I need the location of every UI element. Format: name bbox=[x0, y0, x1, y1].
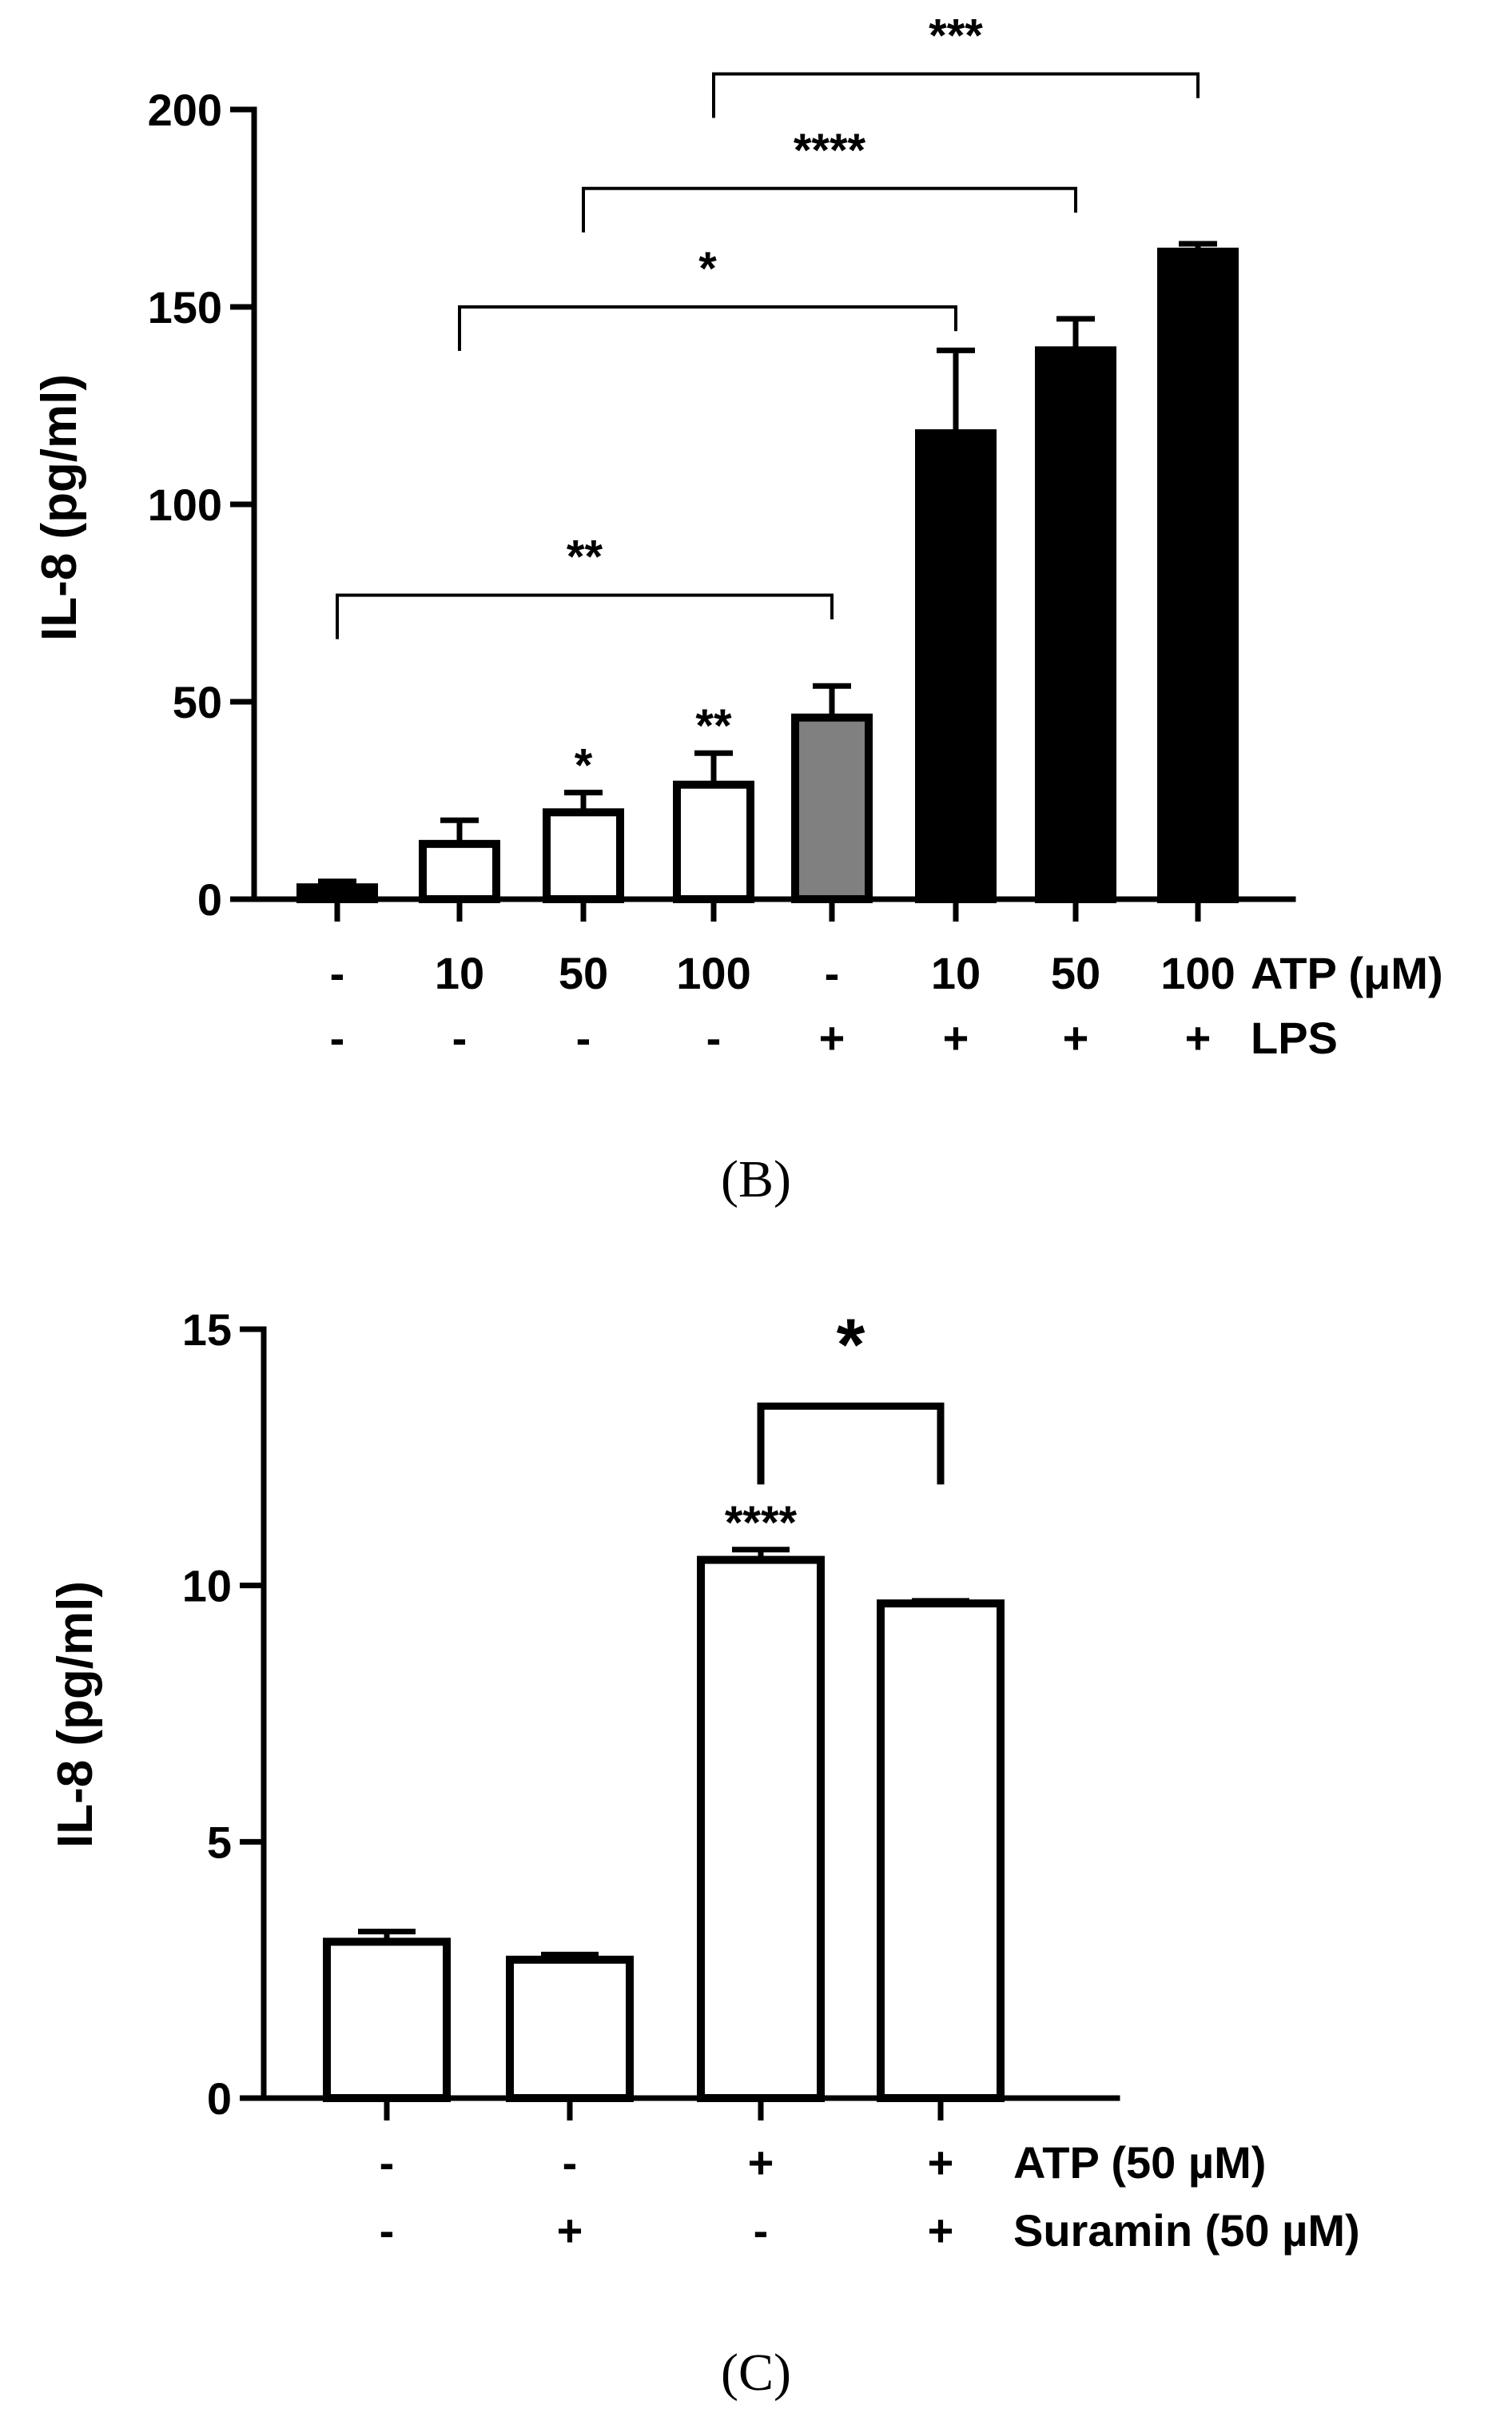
panel-c-bar-significance: **** bbox=[725, 1497, 798, 1549]
panel-b-condition-lps: + bbox=[1185, 1013, 1212, 1063]
panel-c-bar bbox=[877, 1599, 1005, 2102]
panel-c-y-tick-label: 15 bbox=[182, 1304, 232, 1355]
panel-b-comparison-bracket bbox=[336, 593, 834, 639]
panel-c-comparison-stars: * bbox=[837, 1304, 865, 1386]
panel-b-comparison-bracket bbox=[582, 186, 1077, 233]
panel-b-bar bbox=[915, 429, 997, 903]
panel-b-comparison-stars: ** bbox=[567, 532, 603, 583]
panel-b-condition-lps: - bbox=[330, 1013, 345, 1063]
panel-b-comparison-bracket bbox=[458, 305, 957, 351]
panel-c-condition-atp: - bbox=[380, 2137, 395, 2188]
panel-b-comparison-stars: **** bbox=[794, 125, 866, 177]
panel-c-bar bbox=[697, 1555, 825, 2102]
panel-b-bar bbox=[419, 839, 500, 903]
panel-b-condition-atp: 100 bbox=[676, 948, 750, 998]
panel-b-row-label: LPS bbox=[1251, 1013, 1338, 1063]
panel-b-bar bbox=[791, 713, 873, 904]
panel-b-condition-lps: + bbox=[1063, 1013, 1089, 1063]
panel-c-condition-suramin: + bbox=[557, 2205, 583, 2256]
panel-c-row-label: Suramin (50 µM) bbox=[1013, 2205, 1360, 2256]
panel-b-condition-atp: 50 bbox=[1051, 948, 1100, 998]
panel-b-chart: 0 50 100 150 200 IL-8 (pg/ml) - - 10 - * 50 - ** 100 - -… bbox=[32, 10, 1443, 1209]
panel-b-comparison-stars: *** bbox=[929, 10, 983, 62]
panel-b-y-tick-label: 50 bbox=[173, 677, 222, 727]
panel-c-comparison-bracket bbox=[757, 1402, 945, 1485]
panel-c-condition-atp: + bbox=[928, 2137, 954, 2188]
panel-b-comparison-stars: * bbox=[698, 243, 717, 295]
panel-c-y-axis-label: IL-8 (pg/ml) bbox=[48, 1581, 103, 1848]
panel-b-condition-lps: + bbox=[819, 1013, 846, 1063]
panel-c-condition-atp: + bbox=[748, 2137, 774, 2188]
panel-b-comparison-bracket bbox=[712, 72, 1200, 118]
panel-c-y-tick-label: 10 bbox=[182, 1561, 232, 1611]
panel-b-bar bbox=[1157, 247, 1239, 903]
panel-c-condition-suramin: - bbox=[754, 2205, 769, 2256]
panel-b-condition-atp: - bbox=[825, 948, 840, 998]
panel-c-chart: 0 5 10 15 IL-8 (pg/ml) - - - + **** + - + + ATP (50 µM… bbox=[48, 1304, 1360, 2402]
panel-b-bar bbox=[673, 780, 754, 903]
panel-b-condition-lps: + bbox=[943, 1013, 969, 1063]
panel-c-label: (C) bbox=[721, 2343, 791, 2402]
panel-b-condition-atp: - bbox=[330, 948, 345, 998]
panel-c-bar bbox=[506, 1955, 634, 2103]
panel-c-condition-atp: - bbox=[563, 2137, 578, 2188]
panel-c-condition-suramin: - bbox=[380, 2205, 395, 2256]
panel-c-y-tick-label: 5 bbox=[207, 1817, 232, 1867]
panel-b-y-tick-label: 150 bbox=[148, 282, 222, 332]
panel-b-condition-atp: 50 bbox=[559, 948, 608, 998]
panel-b-condition-lps: - bbox=[452, 1013, 468, 1063]
panel-b-bar bbox=[543, 808, 624, 904]
panel-b-condition-lps: - bbox=[576, 1013, 591, 1063]
panel-c-condition-suramin: + bbox=[928, 2205, 954, 2256]
panel-b-y-tick-label: 200 bbox=[148, 85, 222, 135]
panel-b-y-axis-label: IL-8 (pg/ml) bbox=[32, 374, 87, 641]
panel-b-bar bbox=[1035, 346, 1116, 903]
panel-b-bar-significance: ** bbox=[695, 700, 732, 752]
panel-b-bar-significance: * bbox=[575, 740, 593, 792]
panel-b-condition-atp: 100 bbox=[1160, 948, 1235, 998]
panel-b-condition-lps: - bbox=[706, 1013, 722, 1063]
panel-b-condition-atp: 10 bbox=[435, 948, 484, 998]
panel-c-bar bbox=[323, 1937, 451, 2102]
panel-b-row-label: ATP (μM) bbox=[1251, 948, 1443, 998]
panel-c-y-tick-label: 0 bbox=[207, 2073, 232, 2124]
panel-c-row-label: ATP (50 µM) bbox=[1013, 2137, 1266, 2188]
panel-b-y-tick-label: 100 bbox=[148, 480, 222, 530]
panel-b-y-tick-label: 0 bbox=[197, 874, 222, 925]
panel-b-label: (B) bbox=[721, 1150, 791, 1209]
panel-b-bar bbox=[296, 883, 378, 904]
panel-b-condition-atp: 10 bbox=[931, 948, 981, 998]
